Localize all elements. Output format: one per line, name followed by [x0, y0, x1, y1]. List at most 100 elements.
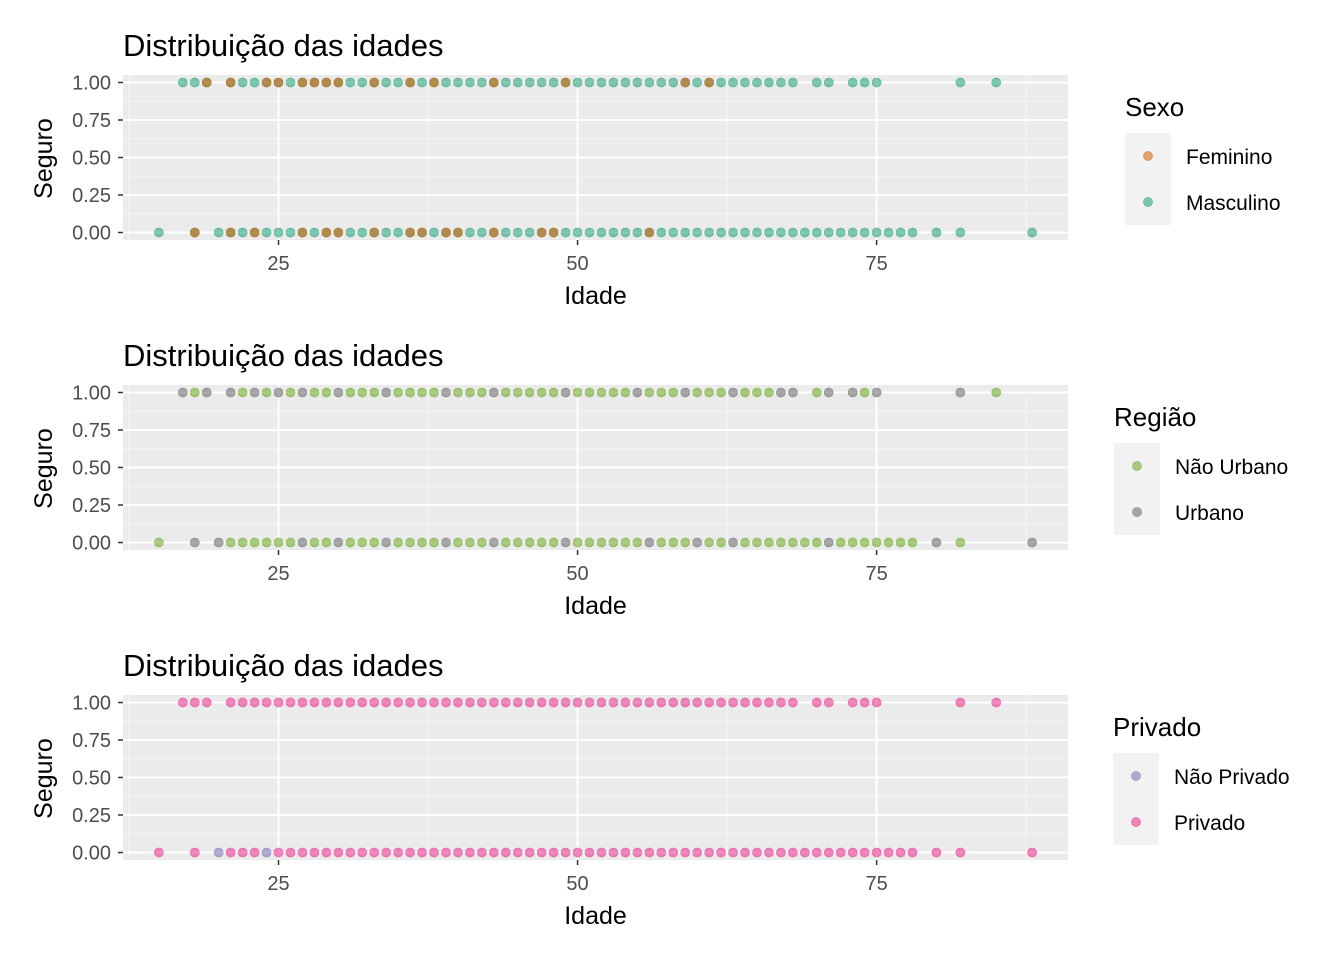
data-point [476, 847, 487, 858]
data-point [441, 847, 451, 858]
data-point [417, 227, 427, 238]
data-point [393, 537, 404, 548]
data-point [859, 697, 870, 708]
y-tick-label: 0.50 [72, 768, 111, 790]
data-point [405, 77, 415, 88]
data-point [500, 697, 511, 708]
data-point [297, 387, 308, 398]
data-point [776, 697, 786, 708]
data-point [955, 387, 966, 398]
legend: Sexo Feminino Masculino [1125, 92, 1281, 225]
data-point [955, 847, 966, 858]
data-point [357, 847, 368, 858]
data-point [405, 387, 415, 398]
legend-title: Sexo [1125, 92, 1184, 122]
data-point [453, 537, 463, 548]
data-point [500, 387, 511, 398]
data-point [716, 77, 727, 88]
data-point [752, 77, 762, 88]
data-point [476, 697, 487, 708]
data-point [536, 77, 547, 88]
data-point [189, 387, 200, 398]
data-point [273, 227, 284, 238]
legend-label: Não Urbano [1175, 456, 1288, 479]
data-point [237, 77, 248, 88]
data-point [345, 77, 356, 88]
data-point [488, 537, 499, 548]
data-point [632, 537, 643, 548]
data-point [560, 847, 571, 858]
legend-key-point [1143, 197, 1153, 207]
data-point [716, 537, 727, 548]
data-point [249, 537, 260, 548]
data-point [464, 387, 475, 398]
data-point [572, 537, 583, 548]
data-point [787, 77, 798, 88]
data-point [488, 697, 499, 708]
data-point [668, 77, 679, 88]
data-point [381, 697, 392, 708]
data-point [584, 387, 595, 398]
data-point [189, 847, 200, 858]
data-point [811, 847, 822, 858]
y-tick-label: 0.00 [72, 843, 111, 865]
legend-label: Privado [1174, 812, 1245, 835]
data-point [153, 227, 164, 238]
data-point [955, 697, 966, 708]
data-point [991, 697, 1002, 708]
data-point [704, 227, 715, 238]
data-point [453, 77, 463, 88]
data-point [548, 387, 559, 398]
data-point [680, 387, 691, 398]
data-point [524, 847, 535, 858]
data-point [668, 847, 679, 858]
data-point [429, 77, 439, 88]
data-point [572, 697, 583, 708]
data-point [500, 847, 511, 858]
data-point [632, 227, 643, 238]
data-point [369, 387, 380, 398]
data-point [895, 537, 906, 548]
data-point [369, 697, 380, 708]
data-point [608, 77, 619, 88]
data-point [560, 537, 571, 548]
data-point [524, 77, 535, 88]
data-point [524, 697, 535, 708]
data-point [811, 77, 822, 88]
legend-key-point [1143, 151, 1153, 161]
data-point [728, 387, 738, 398]
data-point [704, 77, 715, 88]
y-tick-label: 0.25 [72, 495, 111, 517]
legend-title: Privado [1113, 712, 1201, 742]
data-point [644, 77, 655, 88]
legend: Privado Não Privado Privado [1113, 712, 1290, 845]
data-point [608, 847, 619, 858]
data-point [345, 227, 356, 238]
data-point [285, 77, 296, 88]
data-point [572, 847, 583, 858]
data-point [799, 847, 810, 858]
data-point [823, 387, 834, 398]
data-point [393, 387, 404, 398]
data-point [680, 77, 691, 88]
data-point [225, 697, 236, 708]
data-point [776, 847, 786, 858]
data-point [417, 847, 427, 858]
data-point [644, 697, 655, 708]
data-point [201, 77, 212, 88]
data-point [859, 227, 870, 238]
y-tick-label: 0.50 [72, 148, 111, 170]
data-point [333, 77, 344, 88]
data-point [764, 847, 774, 858]
data-point [345, 387, 356, 398]
data-point [393, 697, 404, 708]
data-point [668, 697, 679, 708]
data-point [656, 77, 667, 88]
chart-panel-1: 0.00 0.25 0.50 0.75 1.00 25 50 75 Distribuição d… [30, 28, 1281, 310]
x-tick-label: 50 [566, 563, 588, 585]
data-point [608, 227, 619, 238]
data-point [429, 537, 439, 548]
data-point [249, 847, 260, 858]
data-point [955, 227, 966, 238]
